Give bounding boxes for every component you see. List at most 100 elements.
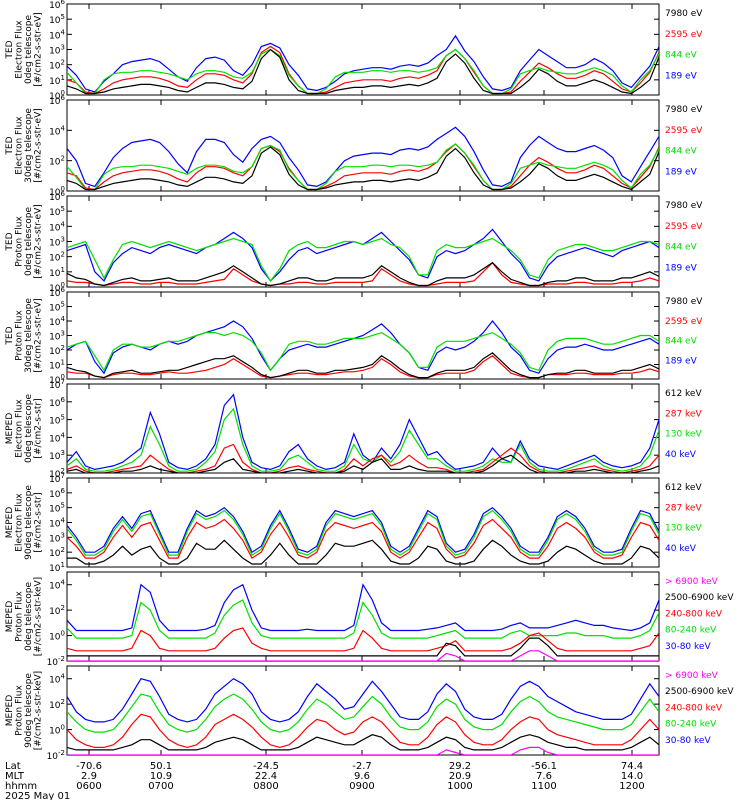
x-tick-label-lat: 29.2 [449, 761, 471, 772]
legend-entry: 2595 eV [665, 30, 703, 40]
x-tick-label-mlt: 7.6 [536, 771, 552, 782]
x-tick-label-hhmm: 0700 [148, 781, 173, 792]
y-tick-label: 101 [49, 266, 65, 279]
x-tick-label-mlt: 20.9 [449, 771, 471, 782]
series-line-black [67, 48, 659, 95]
y-axis-label-line: 30deg telescope [24, 298, 34, 373]
y-axis-label-line: TED [5, 136, 15, 155]
series-group [67, 34, 659, 95]
y-axis-label-line: [#/cm2-s-str] [34, 398, 44, 458]
series-line-blue [67, 677, 659, 723]
series-line-green [67, 599, 659, 639]
y-axis-label-line: TED [5, 40, 15, 59]
x-tick-label-hhmm: 0800 [253, 781, 278, 792]
y-tick-label: 102 [49, 546, 65, 559]
y-tick-label: 106 [49, 94, 65, 107]
y-tick-label: 106 [49, 487, 65, 500]
x-row-label-lat: Lat [5, 761, 21, 772]
y-axis-label-line: Electron Flux [15, 116, 25, 175]
y-axis-label-line: Proton Flux [15, 310, 25, 361]
chart-panel-3: 100 101 102 103 104 105 106 TEDProton Flux0deg … [5, 190, 703, 294]
legend-entry: 612 keV [665, 483, 702, 493]
y-tick-label: 102 [49, 344, 65, 357]
legend-entry: 80-240 keV [665, 720, 717, 730]
y-tick-label: 104 [49, 315, 65, 328]
y-tick-label: 100 [49, 630, 65, 643]
y-tick-label: 107 [49, 378, 65, 391]
series-line-blue [67, 34, 659, 93]
y-tick-label: 106 [49, 286, 65, 299]
x-tick-label-mlt: 2.9 [81, 771, 97, 782]
y-axis-label: TEDProton Flux30deg telescope[#/cm2-s-st… [5, 298, 44, 373]
y-axis-label-line: 30deg telescope [24, 108, 34, 183]
y-tick-label: 10-2 [47, 655, 65, 668]
plot-frame [66, 665, 660, 756]
y-tick-label: 104 [49, 673, 65, 686]
legend-entry: 2595 eV [665, 317, 703, 327]
y-tick-label: 102 [49, 467, 65, 480]
legend-entry: 30-80 keV [665, 736, 711, 746]
series-line-black [67, 454, 659, 473]
legend-entry: 287 keV [665, 503, 702, 513]
plot-frame [66, 195, 660, 288]
legend-entry: 189 eV [665, 167, 698, 177]
y-axis-label-line: [#/cm2-s-str-eV] [34, 298, 44, 373]
y-axis-label-line: MEPED [5, 695, 15, 727]
x-date-label: 2025 May 01 [5, 791, 70, 800]
x-tick-label-hhmm: 0900 [349, 781, 374, 792]
legend-entry: 2595 eV [665, 126, 703, 136]
legend-entry: 287 keV [665, 409, 702, 419]
y-tick-label: 101 [49, 74, 65, 87]
legend-entry: 189 eV [665, 71, 698, 81]
series-line-black [67, 352, 659, 379]
y-tick-label: 105 [49, 205, 65, 218]
y-tick-label: 100 [49, 281, 65, 294]
legend-entry: 40 keV [665, 544, 697, 554]
x-row-label-mlt: MLT [5, 771, 25, 782]
series-line-blue [67, 506, 659, 554]
series-group [67, 677, 659, 755]
series-group [67, 320, 659, 379]
x-row-label-hhmm: hhmm [5, 781, 37, 792]
legend-entry: 844 eV [665, 337, 698, 347]
y-axis-label-line: MEPED [5, 601, 15, 633]
series-group [67, 228, 659, 287]
legend-entry: > 6900 keV [665, 671, 719, 681]
legend-entry: 2500-6900 keV [665, 593, 734, 603]
legend-entry: 7980 eV [665, 105, 703, 115]
y-axis-label-line: [#/cm2-s-str-eV] [34, 108, 44, 183]
y-axis-label-line: Electron Flux [15, 493, 25, 552]
y-tick-label: 104 [49, 517, 65, 530]
x-tick-label-mlt: 10.9 [150, 771, 172, 782]
series-line-black [67, 539, 659, 565]
series-line-black [67, 261, 659, 287]
series-group [67, 393, 659, 473]
y-tick-label: 106 [49, 190, 65, 203]
series-line-green [67, 407, 659, 472]
legend-entry: 844 eV [665, 147, 698, 157]
y-axis-label-line: MEPED [5, 413, 15, 445]
legend-entry: 240-800 keV [665, 609, 723, 619]
y-tick-label: 104 [49, 579, 65, 592]
x-tick-label-mlt: 22.4 [255, 771, 277, 782]
x-tick-label-hhmm: 1100 [531, 781, 556, 792]
y-tick-label: 105 [49, 301, 65, 314]
y-tick-label: 104 [49, 220, 65, 233]
series-line-blue [67, 583, 659, 632]
legend-entry: 7980 eV [665, 297, 703, 307]
series-line-black [67, 146, 659, 191]
y-axis-label-line: 0deg telescope [24, 394, 34, 464]
y-axis-label-line: Proton Flux [15, 216, 25, 267]
y-tick-label: 101 [49, 359, 65, 372]
y-tick-label: 101 [49, 561, 65, 574]
y-axis-label: TEDElectron Flux30deg telescope[#/cm2-s-… [5, 108, 44, 183]
y-tick-label: 102 [49, 604, 65, 617]
y-tick-label: 107 [49, 472, 65, 485]
legend-entry: 240-800 keV [665, 703, 723, 713]
series-group [67, 506, 659, 565]
y-tick-label: 104 [49, 124, 65, 137]
series-line-green [67, 237, 659, 282]
x-tick-label-mlt: 14.0 [621, 771, 643, 782]
series-line-red [67, 45, 659, 95]
